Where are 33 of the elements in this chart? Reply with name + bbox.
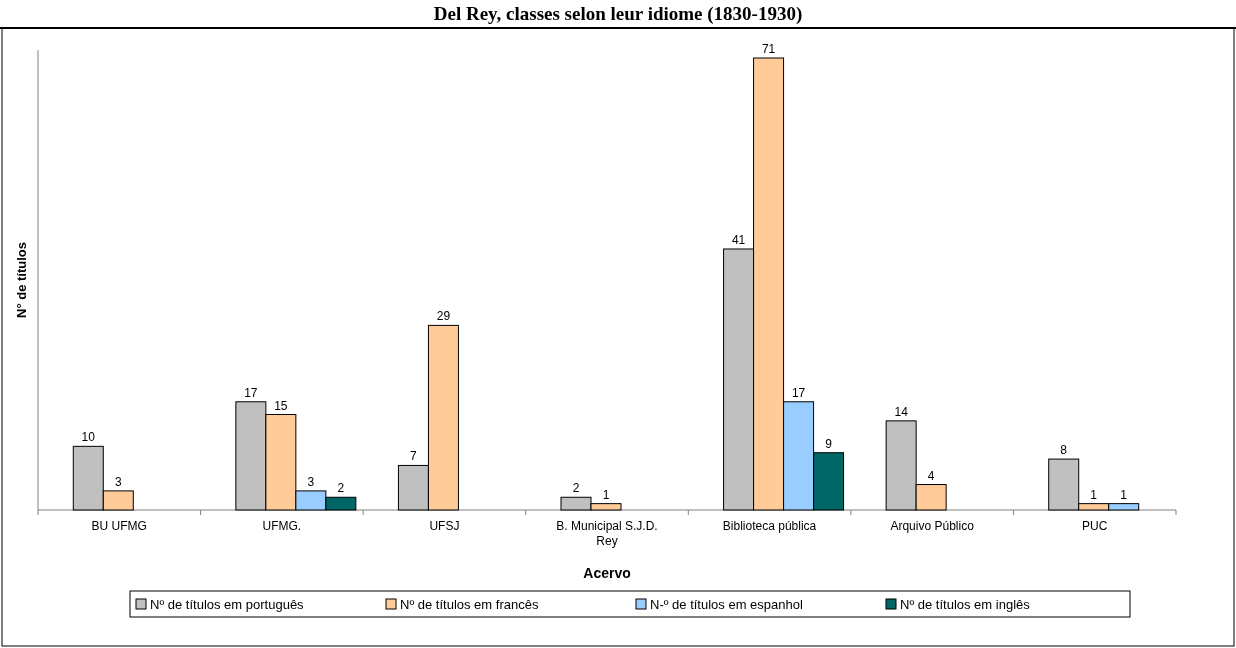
data-label: 2 (572, 481, 580, 496)
data-label: 3 (114, 474, 122, 489)
x-tick-label: B. Municipal S.J.D. Rey (556, 519, 658, 548)
data-label: 14 (894, 404, 909, 419)
data-label: 41 (731, 232, 746, 247)
x-tick-label: Arquivo Público (890, 519, 975, 533)
x-tick-label: UFSJ (429, 519, 460, 533)
data-label: 1 (602, 487, 610, 502)
x-axis-title: Acervo (583, 565, 631, 581)
x-tick-label: Biblioteca pública (722, 519, 817, 533)
data-label: 15 (274, 398, 288, 413)
data-label: 9 (825, 436, 833, 451)
data-label: 4 (927, 468, 935, 483)
legend-label: Nº de títulos em inglês (900, 597, 1031, 612)
y-axis-title: N° de títulos (14, 242, 29, 318)
data-label: 10 (81, 430, 96, 445)
data-label: 3 (307, 474, 315, 489)
data-label: 1 (1090, 487, 1098, 502)
data-label: 17 (791, 385, 806, 400)
data-label: 7 (410, 449, 418, 464)
x-tick-label: UFMG. (262, 519, 302, 533)
data-label: 2 (337, 481, 345, 496)
chart-title: Del Rey, classes selon leur idiome (1830-1930) (433, 3, 803, 25)
legend-label: Nº de títulos em francês (400, 597, 539, 612)
x-tick-label: PUC (1082, 519, 1108, 533)
data-label: 17 (244, 385, 258, 400)
legend-label: Nº de títulos em português (150, 597, 305, 612)
legend-label: N-º de títulos em espanhol (650, 597, 803, 612)
x-tick-label: BU UFMG (91, 519, 147, 533)
data-label: 71 (761, 42, 776, 56)
data-label: 8 (1060, 443, 1068, 458)
data-label: 29 (436, 309, 451, 324)
data-label: 1 (1120, 487, 1128, 502)
